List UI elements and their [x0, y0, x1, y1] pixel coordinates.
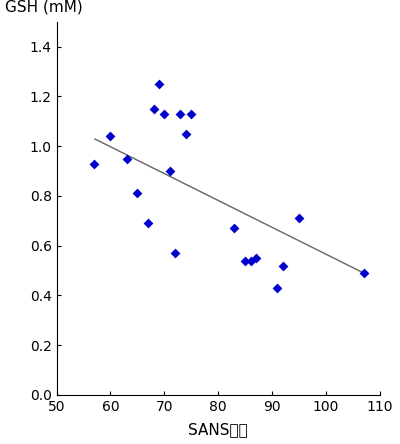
Point: [280, 262, 286, 269]
Point: [161, 110, 168, 117]
Point: [172, 250, 178, 257]
Point: [253, 254, 259, 262]
Point: [145, 220, 151, 227]
Point: [274, 284, 281, 291]
Point: [166, 167, 173, 174]
Point: [156, 80, 162, 87]
Point: [242, 257, 248, 264]
Point: [296, 215, 302, 222]
Point: [123, 155, 130, 162]
Point: [231, 225, 238, 232]
Y-axis label: GSH (mM): GSH (mM): [5, 0, 82, 14]
Point: [134, 190, 140, 197]
Point: [360, 270, 367, 277]
Point: [188, 110, 194, 117]
Point: [177, 110, 184, 117]
Point: [107, 133, 114, 140]
Point: [247, 257, 254, 264]
X-axis label: SANS得点: SANS得点: [188, 422, 248, 437]
Point: [150, 105, 157, 112]
Point: [183, 130, 189, 137]
Point: [91, 160, 98, 167]
